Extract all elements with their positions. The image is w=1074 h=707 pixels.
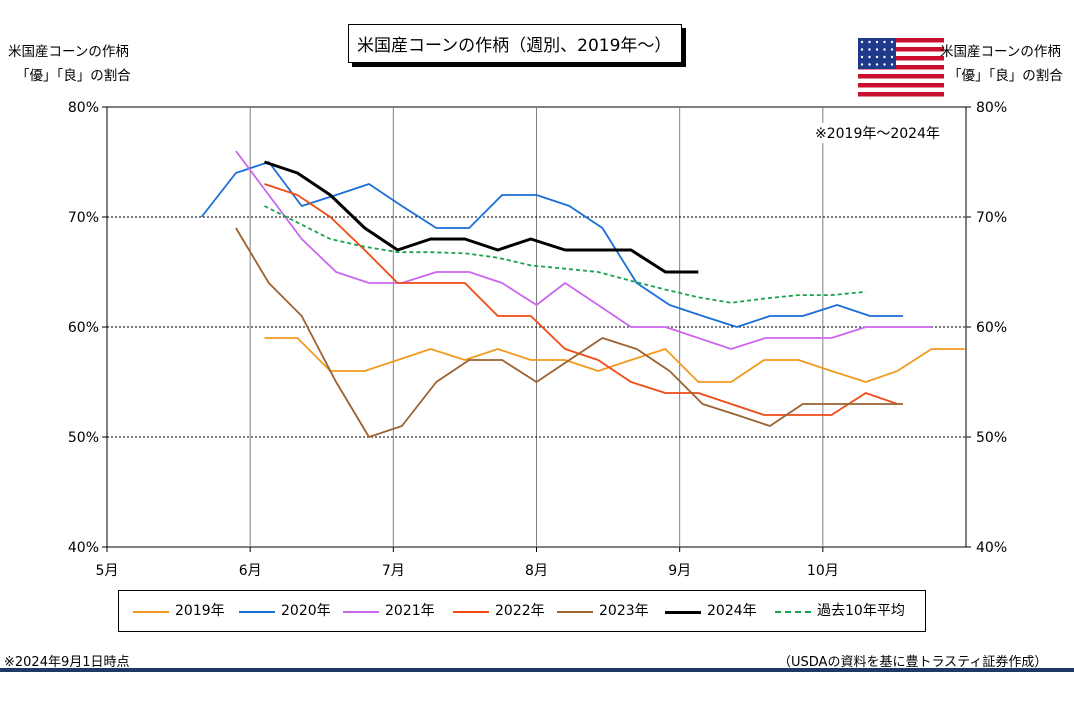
legend: 2019年 2020年 2021年 2022年 2023年 2024年 過去10年平均	[118, 590, 926, 632]
legend-label: 2021年	[385, 603, 435, 619]
legend-label: 2020年	[281, 603, 331, 619]
y-tick-label-left: 60%	[68, 320, 99, 336]
legend-swatch	[133, 611, 169, 613]
us-flag-icon	[858, 38, 944, 101]
y-tick-label-right: 50%	[976, 430, 1007, 446]
legend-swatch	[239, 611, 275, 613]
legend-swatch	[665, 611, 701, 614]
legend-label: 2024年	[707, 603, 757, 619]
legend-label: 2019年	[175, 603, 225, 619]
as-of-note: ※2024年9月1日時点	[4, 655, 130, 670]
x-tick-label: 6月	[239, 563, 262, 579]
axes: 40% 40% 50% 50% 60% 60% 70% 70% 80% 80% 5月 6月 7月 8月 9月…	[68, 100, 1007, 579]
y-tick-label-right: 60%	[976, 320, 1007, 336]
series-line-2019年	[264, 337, 965, 383]
series-line-2022年	[264, 183, 898, 416]
series-line-過去10年平均	[264, 205, 866, 304]
series-line-2020年	[200, 161, 903, 328]
y-tick-label-left: 80%	[68, 100, 99, 116]
legend-swatch	[557, 611, 593, 613]
series-line-2023年	[235, 227, 903, 438]
series-line-2024年	[264, 160, 699, 274]
legend-label: 過去10年平均	[817, 603, 905, 619]
legend-swatch	[775, 611, 811, 613]
x-tick-label: 9月	[668, 563, 691, 579]
legend-label: 2022年	[495, 603, 545, 619]
y-tick-label-left: 50%	[68, 430, 99, 446]
legend-label: 2023年	[599, 603, 649, 619]
y-tick-label-left: 40%	[68, 540, 99, 556]
y-axis-label-right: 米国産コーンの作柄 「優」「良」の割合	[940, 40, 1063, 88]
series-layer	[200, 150, 965, 438]
y-tick-label-right: 40%	[976, 540, 1007, 556]
y-tick-label-right: 70%	[976, 210, 1007, 226]
legend-swatch	[453, 611, 489, 613]
y-tick-label-right: 80%	[976, 100, 1007, 116]
y-axis-label-left-line2: 「優」「良」の割合	[16, 68, 131, 84]
y-axis-label-right-line2: 「優」「良」の割合	[948, 68, 1063, 84]
bottom-rule	[0, 668, 1074, 672]
grid	[107, 107, 966, 547]
legend-swatch	[343, 611, 379, 613]
y-axis-label-right-line1: 米国産コーンの作柄	[940, 44, 1061, 60]
period-note: ※2019年～2024年	[815, 123, 940, 143]
x-tick-label: 10月	[807, 563, 839, 579]
x-tick-label: 7月	[382, 563, 405, 579]
source-note: （USDAの資料を基に豊トラスティ証券作成）	[778, 655, 1048, 670]
y-tick-label-left: 70%	[68, 210, 99, 226]
chart-title: 米国産コーンの作柄（週別、2019年～）	[348, 24, 683, 63]
x-tick-label: 8月	[525, 563, 548, 579]
x-tick-label: 5月	[96, 563, 119, 579]
y-axis-label-left-line1: 米国産コーンの作柄	[8, 44, 129, 60]
series-line-2021年	[235, 150, 932, 350]
y-axis-label-left: 米国産コーンの作柄 「優」「良」の割合	[8, 40, 131, 88]
